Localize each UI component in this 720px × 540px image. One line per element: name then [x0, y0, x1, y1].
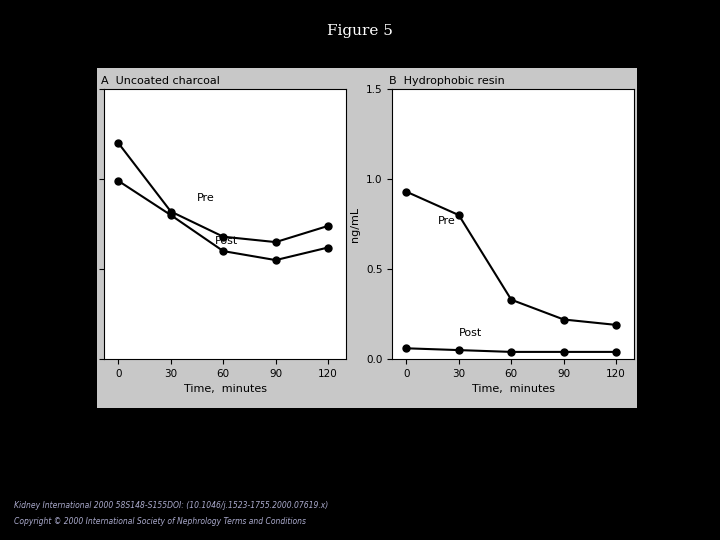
Y-axis label: ng/mL: ng/mL: [63, 206, 73, 242]
Text: Post: Post: [459, 328, 482, 338]
X-axis label: Time,  minutes: Time, minutes: [184, 384, 266, 394]
Text: Kidney International 2000 58S148-S155DOI: (10.1046/j.1523-1755.2000.07619.x): Kidney International 2000 58S148-S155DOI…: [14, 501, 328, 510]
Text: Pre: Pre: [197, 193, 215, 202]
Text: B  Hydrophobic resin: B Hydrophobic resin: [389, 76, 505, 86]
Text: Post: Post: [215, 236, 238, 246]
Text: Copyright © 2000 International Society of Nephrology Terms and Conditions: Copyright © 2000 International Society o…: [14, 517, 307, 526]
Y-axis label: ng/mL: ng/mL: [351, 206, 361, 242]
Text: Figure 5: Figure 5: [327, 24, 393, 38]
X-axis label: Time,  minutes: Time, minutes: [472, 384, 554, 394]
Text: Pre: Pre: [438, 216, 456, 226]
Text: A  Uncoated charcoal: A Uncoated charcoal: [101, 76, 220, 86]
